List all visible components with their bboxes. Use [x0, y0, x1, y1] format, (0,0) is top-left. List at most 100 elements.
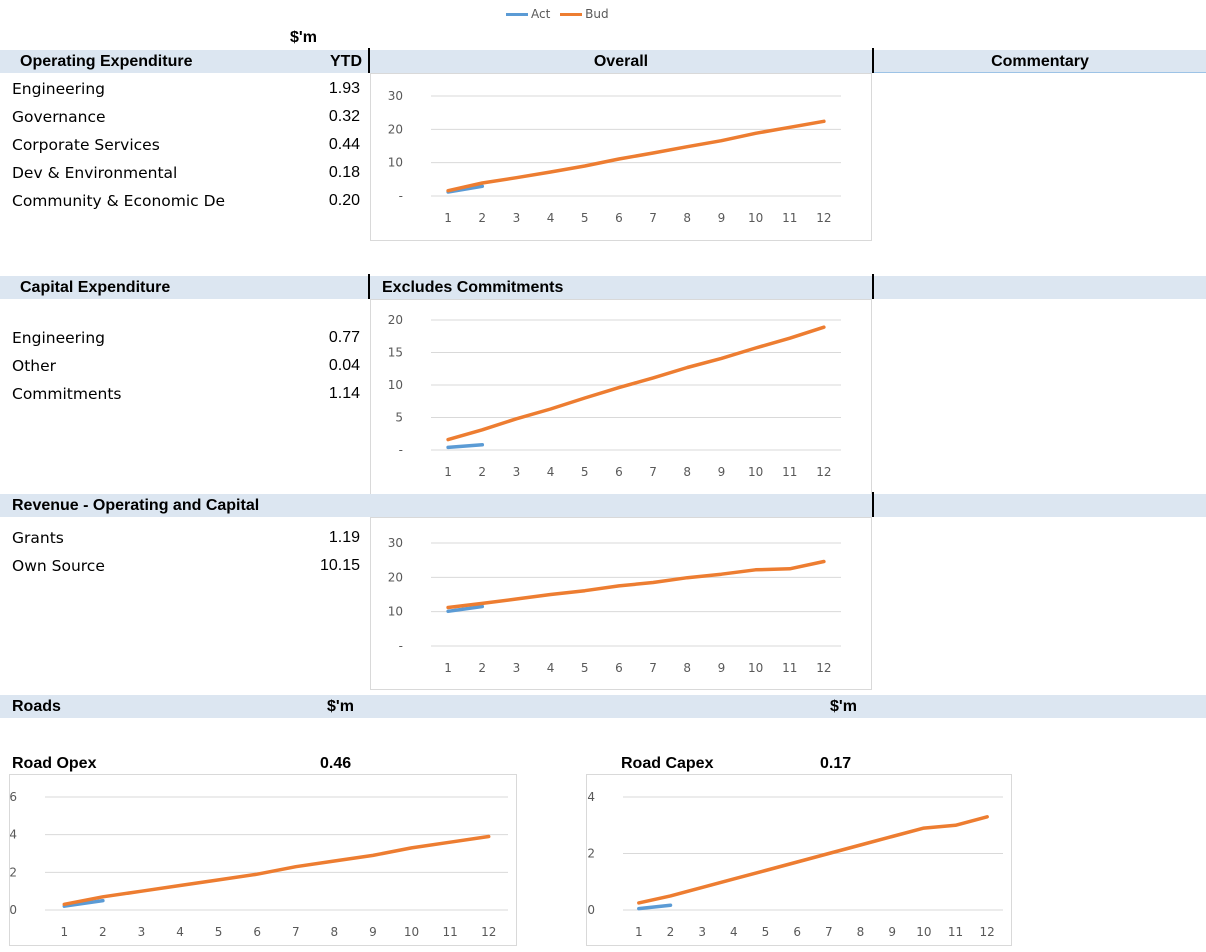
y-tick-label: 15: [388, 346, 403, 360]
capex-chart: -5 10 15 20 1 2 3 4 5 6 7 8 9 10 11 12: [370, 299, 872, 495]
series-line-bud: [637, 815, 989, 905]
roads-header-band: [0, 695, 1206, 718]
series-line-bud: [446, 119, 826, 193]
x-tick-label: 7: [649, 661, 657, 675]
y-tick-label: -: [399, 443, 403, 457]
opex-row-label: Governance: [12, 108, 106, 126]
series-line-act: [637, 903, 673, 911]
x-tick-label: 11: [442, 925, 457, 939]
opex-row-value: 1.93: [328, 80, 360, 97]
x-tick-label: 9: [718, 211, 726, 225]
overall-chart-title: Overall: [593, 53, 649, 70]
road-capex-chart: 0 2 4 1 2 3 4 5 6 7 8 9 10 11 12: [586, 774, 1012, 946]
x-tick-label: 2: [478, 211, 486, 225]
overall-chart: -10 20 30 1 2 3 4 5 6 7 8 9 10 11 12: [370, 73, 872, 241]
capex-header-band: [0, 276, 1206, 299]
x-tick-label: 8: [857, 925, 865, 939]
x-tick-label: 3: [513, 661, 521, 675]
x-tick-label: 1: [444, 465, 452, 479]
legend-bud-swatch: [560, 13, 583, 16]
capex-row-label: Other: [12, 357, 57, 375]
revenue-row-value: 10.15: [319, 557, 360, 574]
opex-row-label: Dev & Environmental: [12, 164, 178, 182]
divider: [368, 48, 370, 73]
divider: [872, 48, 874, 73]
opex-row-label: Community & Economic De: [12, 192, 226, 210]
y-tick-label: 0: [587, 903, 595, 917]
y-tick-label: 10: [388, 605, 403, 619]
divider: [872, 492, 874, 517]
y-tick-label: 20: [388, 122, 403, 136]
revenue-title: Revenue - Operating and Capital: [12, 497, 260, 514]
x-tick-label: 11: [782, 661, 797, 675]
opex-title: Operating Expenditure: [20, 53, 193, 70]
x-tick-label: 6: [793, 925, 801, 939]
x-tick-label: 3: [513, 465, 521, 479]
x-tick-label: 6: [253, 925, 261, 939]
road-capex-label: Road Capex: [621, 755, 714, 772]
revenue-chart: -10 20 30 1 2 3 4 5 6 7 8 9 10 11 12: [370, 517, 872, 690]
road-opex-value: 0.46: [320, 755, 352, 772]
x-tick-label: 10: [748, 661, 763, 675]
x-tick-label: 6: [615, 211, 623, 225]
x-tick-label: 9: [888, 925, 896, 939]
legend-act-swatch: [506, 13, 528, 16]
y-tick-label: 0: [10, 903, 17, 917]
capex-row-label: Engineering: [12, 329, 105, 347]
x-tick-label: 11: [948, 925, 963, 939]
roads-units-right: $'m: [830, 698, 857, 715]
opex-row-value: 0.32: [328, 108, 360, 125]
roads-units-left: $'m: [327, 698, 354, 715]
legend-act-label: Act: [531, 7, 551, 21]
x-tick-label: 4: [547, 211, 555, 225]
series-line-bud: [446, 325, 826, 442]
series-line-act: [446, 443, 485, 450]
x-tick-label: 9: [718, 465, 726, 479]
y-tick-label: 20: [388, 570, 403, 584]
x-tick-label: 3: [698, 925, 706, 939]
x-tick-label: 8: [683, 661, 691, 675]
opex-ytd-label: YTD: [330, 53, 362, 70]
x-tick-label: 5: [581, 661, 589, 675]
capex-row-value: 1.14: [328, 385, 360, 402]
x-tick-label: 2: [99, 925, 107, 939]
x-tick-label: 12: [816, 661, 831, 675]
y-tick-label: 2: [10, 865, 17, 879]
y-tick-label: -: [399, 189, 403, 203]
series-line-bud: [446, 559, 826, 610]
x-tick-label: 1: [444, 661, 452, 675]
y-tick-label: 10: [388, 156, 403, 170]
x-tick-label: 6: [615, 465, 623, 479]
capex-row-value: 0.77: [328, 329, 360, 346]
x-tick-label: 7: [825, 925, 833, 939]
opex-row-value: 0.44: [328, 136, 360, 153]
y-tick-label: 30: [388, 89, 403, 103]
x-tick-label: 10: [404, 925, 419, 939]
opex-row-label: Engineering: [12, 80, 105, 98]
x-tick-label: 8: [683, 465, 691, 479]
revenue-header-band: [0, 494, 1206, 517]
x-tick-label: 6: [615, 661, 623, 675]
y-tick-label: 10: [388, 378, 403, 392]
x-tick-label: 4: [547, 465, 555, 479]
legend-bud-label: Bud: [585, 7, 609, 21]
road-opex-chart: 0 2 4 6 1 2 3 4 5 6 7 8 9 10 11 12: [9, 774, 517, 946]
y-tick-label: -: [399, 639, 403, 653]
x-tick-label: 12: [816, 211, 831, 225]
x-tick-label: 2: [478, 465, 486, 479]
capex-row-value: 0.04: [328, 357, 360, 374]
x-tick-label: 10: [916, 925, 931, 939]
y-tick-label: 6: [10, 790, 17, 804]
x-tick-label: 10: [748, 465, 763, 479]
x-tick-label: 4: [730, 925, 738, 939]
x-tick-label: 12: [481, 925, 496, 939]
x-tick-label: 5: [215, 925, 223, 939]
series-line-act: [62, 898, 105, 908]
series-line-bud: [62, 834, 491, 907]
y-tick-label: 2: [587, 847, 595, 861]
x-tick-label: 1: [635, 925, 643, 939]
y-tick-label: 30: [388, 536, 403, 550]
